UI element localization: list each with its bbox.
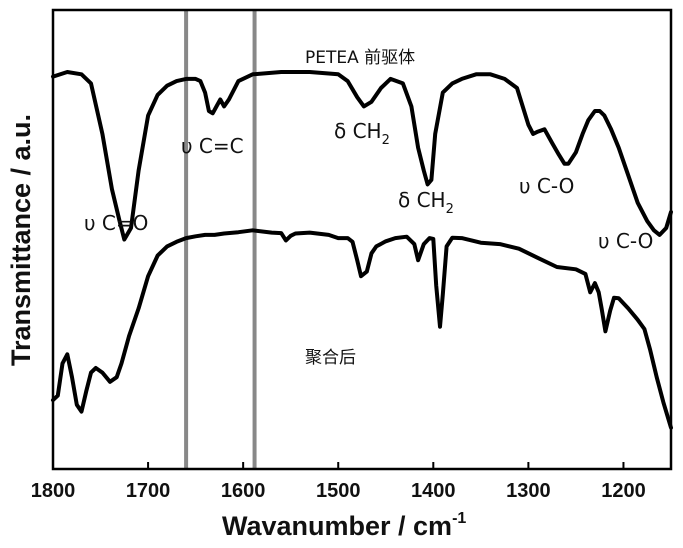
series-line-polymerized [53, 230, 671, 427]
x-tick-label: 1200 [601, 480, 646, 502]
plot-frame [53, 10, 671, 469]
x-tick-label: 1800 [31, 480, 76, 502]
annotation-ch2-bend-1-text: δ CH [334, 119, 382, 143]
y-axis-title: Transmittance / a.u. [6, 114, 36, 366]
x-axis-title-sup: -1 [452, 510, 466, 527]
x-tick-label: 1500 [316, 480, 361, 502]
annotation-ch2-bend-1-sub: 2 [382, 133, 390, 148]
x-axis-title-text: Wavanumber / cm [222, 511, 452, 541]
x-tick-label: 1700 [126, 480, 171, 502]
series-label-polymerized: 聚合后 [305, 348, 356, 368]
annotation-ch2-bend-2-sub: 2 [446, 202, 454, 217]
annotation-c-o-stretch-2: υ C-O [519, 174, 574, 198]
series-label-petea-precursor: PETEA 前驱体 [305, 48, 415, 68]
annotation-c-o-stretch-3: υ C-O [598, 229, 653, 253]
x-tick-label: 1400 [411, 480, 456, 502]
annotation-c-o-stretch-1: υ C=O [84, 211, 148, 235]
annotation-c-c-stretch: υ C=C [181, 134, 244, 158]
annotation-ch2-bend-2-text: δ CH [398, 188, 446, 212]
annotation-ch2-bend-1: δ CH2 [334, 119, 390, 148]
x-tick-label: 1300 [506, 480, 551, 502]
annotation-ch2-bend-2: δ CH2 [398, 188, 454, 217]
x-axis-title: Wavanumber / cm-1 [222, 510, 466, 541]
x-tick-label: 1600 [221, 480, 266, 502]
